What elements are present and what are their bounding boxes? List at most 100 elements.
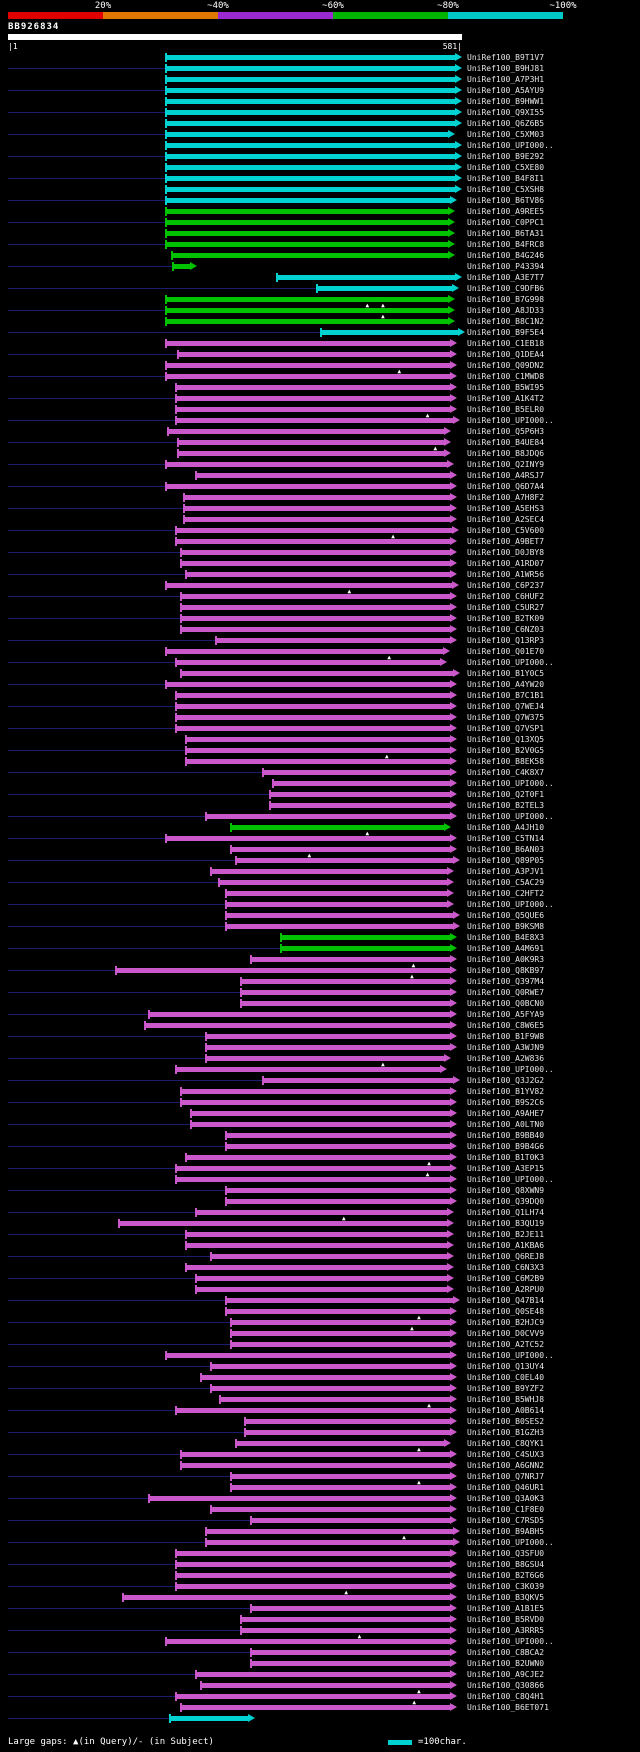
hit-label[interactable]: UniRef100_B9T1V7 bbox=[467, 53, 545, 62]
hit-label[interactable]: UniRef100_A0LTN0 bbox=[467, 1120, 545, 1129]
alignment-bar[interactable] bbox=[165, 141, 462, 150]
alignment-bar[interactable] bbox=[165, 163, 462, 172]
hit-label[interactable]: UniRef100_A9CJE2 bbox=[467, 1670, 545, 1679]
hit-label[interactable]: UniRef100_Q3A0K3 bbox=[467, 1494, 545, 1503]
hit-label[interactable]: UniRef100_Q30866 bbox=[467, 1681, 545, 1690]
alignment-bar[interactable] bbox=[199, 1373, 458, 1382]
alignment-bar[interactable] bbox=[279, 933, 458, 942]
alignment-bar[interactable] bbox=[174, 691, 458, 700]
alignment-bar[interactable] bbox=[180, 1087, 458, 1096]
hit-label[interactable]: UniRef100_B7C1B1 bbox=[467, 691, 545, 700]
alignment-bar[interactable] bbox=[144, 1021, 458, 1030]
alignment-bar[interactable] bbox=[170, 251, 455, 260]
hit-label[interactable]: UniRef100_Q8XWN9 bbox=[467, 1186, 545, 1195]
hit-label[interactable]: UniRef100_B9KSM8 bbox=[467, 922, 545, 931]
alignment-bar[interactable] bbox=[174, 1582, 458, 1591]
alignment-bar[interactable]: ▲ bbox=[121, 1590, 458, 1602]
hit-label[interactable]: UniRef100_C4K8X7 bbox=[467, 768, 545, 777]
alignment-bar[interactable]: ▲ bbox=[117, 1216, 455, 1228]
hit-label[interactable]: UniRef100_Q3J2G2 bbox=[467, 1076, 545, 1085]
alignment-bar[interactable] bbox=[235, 1439, 451, 1448]
alignment-bar[interactable]: ▲ bbox=[180, 1447, 458, 1459]
hit-label[interactable]: UniRef100_C6HUF2 bbox=[467, 592, 545, 601]
alignment-bar[interactable] bbox=[169, 1714, 255, 1723]
alignment-bar[interactable] bbox=[184, 1230, 455, 1239]
hit-label[interactable]: UniRef100_UPI000.. bbox=[467, 1175, 554, 1184]
hit-label[interactable]: UniRef100_B5WHJ8 bbox=[467, 1395, 545, 1404]
hit-label[interactable]: UniRef100_Q1DEA4 bbox=[467, 350, 545, 359]
alignment-bar[interactable] bbox=[165, 174, 462, 183]
alignment-bar[interactable] bbox=[165, 185, 462, 194]
alignment-bar[interactable] bbox=[165, 581, 459, 590]
hit-label[interactable]: UniRef100_B3QU19 bbox=[467, 1219, 545, 1228]
alignment-bar[interactable] bbox=[224, 1131, 458, 1140]
alignment-bar[interactable] bbox=[165, 1351, 458, 1360]
hit-label[interactable]: UniRef100_A4M691 bbox=[467, 944, 545, 953]
alignment-bar[interactable]: ▲ bbox=[174, 1161, 458, 1173]
alignment-bar[interactable] bbox=[239, 999, 458, 1008]
hit-label[interactable]: UniRef100_B1Y0C5 bbox=[467, 669, 545, 678]
alignment-bar[interactable] bbox=[249, 955, 458, 964]
hit-label[interactable]: UniRef100_Q6REJ8 bbox=[467, 1252, 545, 1261]
hit-label[interactable]: UniRef100_Q2T0F1 bbox=[467, 790, 545, 799]
hit-label[interactable]: UniRef100_B2T6G6 bbox=[467, 1571, 545, 1580]
hit-label[interactable]: UniRef100_Q7VSP1 bbox=[467, 724, 545, 733]
alignment-bar[interactable] bbox=[195, 1285, 455, 1294]
hit-label[interactable]: UniRef100_A2W836 bbox=[467, 1054, 545, 1063]
hit-label[interactable]: UniRef100_Q13XQ5 bbox=[467, 735, 545, 744]
hit-label[interactable]: UniRef100_A1B1E5 bbox=[467, 1604, 545, 1613]
hit-label[interactable]: UniRef100_C8QYK1 bbox=[467, 1439, 545, 1448]
hit-label[interactable]: UniRef100_C0EL40 bbox=[467, 1373, 545, 1382]
hit-label[interactable]: UniRef100_A4JH10 bbox=[467, 823, 545, 832]
hit-label[interactable]: UniRef100_B4G246 bbox=[467, 251, 545, 260]
alignment-bar[interactable] bbox=[174, 1549, 458, 1558]
hit-label[interactable]: UniRef100_UPI000.. bbox=[467, 658, 554, 667]
alignment-bar[interactable] bbox=[165, 460, 455, 469]
alignment-bar[interactable] bbox=[180, 559, 458, 568]
alignment-bar[interactable] bbox=[195, 1208, 455, 1217]
hit-label[interactable]: UniRef100_UPI000.. bbox=[467, 812, 554, 821]
hit-label[interactable]: UniRef100_B2HJC9 bbox=[467, 1318, 545, 1327]
hit-label[interactable]: UniRef100_A5EHS3 bbox=[467, 504, 545, 513]
hit-label[interactable]: UniRef100_A0B614 bbox=[467, 1406, 545, 1415]
hit-label[interactable]: UniRef100_C1MWD8 bbox=[467, 372, 545, 381]
hit-label[interactable]: UniRef100_UPI000.. bbox=[467, 900, 554, 909]
hit-label[interactable]: UniRef100_A3WJN9 bbox=[467, 1043, 545, 1052]
hit-label[interactable]: UniRef100_C4SUX3 bbox=[467, 1450, 545, 1459]
hit-label[interactable]: UniRef100_Q397M4 bbox=[467, 977, 545, 986]
alignment-bar[interactable]: ▲ bbox=[174, 1062, 448, 1074]
hit-label[interactable]: UniRef100_C8W6E5 bbox=[467, 1021, 545, 1030]
alignment-bar[interactable]: ▲ ▲ bbox=[165, 303, 455, 315]
hit-label[interactable]: UniRef100_A5FYA9 bbox=[467, 1010, 545, 1019]
alignment-bar[interactable] bbox=[239, 1626, 458, 1635]
hit-label[interactable]: UniRef100_B4FRC8 bbox=[467, 240, 545, 249]
hit-label[interactable]: UniRef100_C1EB18 bbox=[467, 339, 545, 348]
alignment-bar[interactable] bbox=[174, 405, 458, 414]
alignment-bar[interactable] bbox=[209, 1384, 458, 1393]
hit-label[interactable]: UniRef100_C7RSD5 bbox=[467, 1516, 545, 1525]
alignment-bar[interactable] bbox=[184, 1263, 455, 1272]
alignment-bar[interactable] bbox=[165, 196, 458, 205]
hit-label[interactable]: UniRef100_B6TA31 bbox=[467, 229, 545, 238]
hit-label[interactable]: UniRef100_D0JBY8 bbox=[467, 548, 545, 557]
alignment-bar[interactable] bbox=[224, 922, 460, 931]
hit-label[interactable]: UniRef100_Q6Z6B5 bbox=[467, 119, 545, 128]
alignment-bar[interactable] bbox=[183, 515, 458, 524]
alignment-bar[interactable] bbox=[183, 493, 458, 502]
alignment-bar[interactable] bbox=[165, 361, 458, 370]
hit-label[interactable]: UniRef100_Q9XI55 bbox=[467, 108, 545, 117]
alignment-bar[interactable] bbox=[224, 900, 455, 909]
hit-label[interactable]: UniRef100_C6NZ03 bbox=[467, 625, 545, 634]
alignment-bar[interactable] bbox=[174, 383, 458, 392]
hit-label[interactable]: UniRef100_Q89P05 bbox=[467, 856, 545, 865]
hit-label[interactable]: UniRef100_C1F8E0 bbox=[467, 1505, 545, 1514]
alignment-bar[interactable] bbox=[180, 625, 458, 634]
alignment-bar[interactable] bbox=[205, 1527, 460, 1536]
hit-label[interactable]: UniRef100_C3K039 bbox=[467, 1582, 545, 1591]
hit-label[interactable]: UniRef100_Q5P6H3 bbox=[467, 427, 545, 436]
alignment-bar[interactable] bbox=[205, 1032, 458, 1041]
hit-label[interactable]: UniRef100_B2V0G5 bbox=[467, 746, 545, 755]
hit-label[interactable]: UniRef100_A0K9R3 bbox=[467, 955, 545, 964]
alignment-bar[interactable] bbox=[230, 845, 458, 854]
alignment-bar[interactable] bbox=[184, 1241, 455, 1250]
